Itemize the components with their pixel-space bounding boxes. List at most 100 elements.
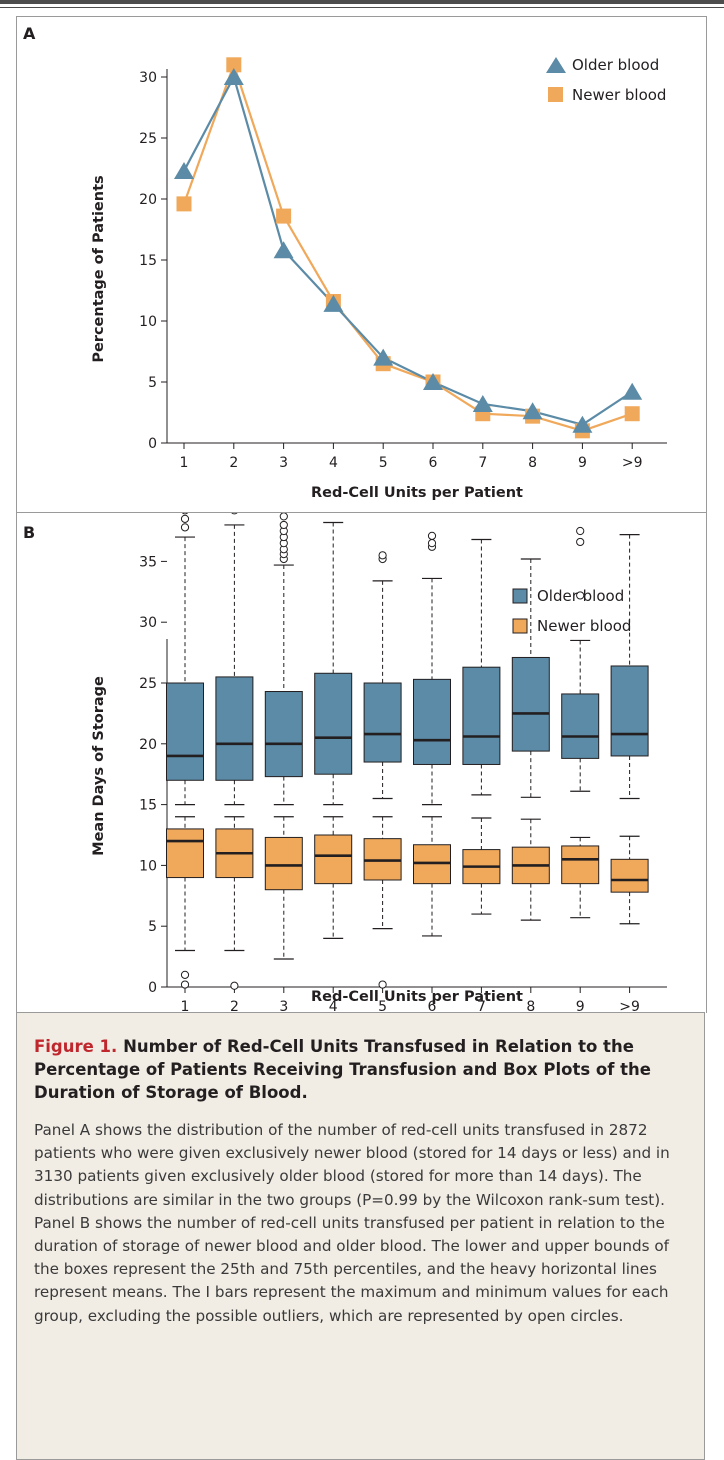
older-outlier xyxy=(181,513,189,515)
x-tick-label: 1 xyxy=(181,999,190,1013)
caption-figure-label: Figure 1. xyxy=(34,1037,118,1056)
legend-newer: Newer blood xyxy=(537,617,631,635)
panel-a-chart: A Percentage of Patients Red-Cell Units … xyxy=(23,24,667,501)
older-outlier xyxy=(427,539,437,548)
y-tick-label: 30 xyxy=(139,615,157,631)
y-tick-label: 20 xyxy=(139,737,157,753)
older-box xyxy=(511,656,550,752)
newer-outlier xyxy=(378,980,387,989)
caption-body: Panel A shows the distribution of the nu… xyxy=(34,1121,670,1325)
legend-older-swatch-icon xyxy=(512,588,528,604)
x-tick-label: >9 xyxy=(619,999,640,1013)
older-outlier xyxy=(576,591,585,600)
older-point xyxy=(472,394,493,412)
y-tick-label: 10 xyxy=(139,858,157,874)
x-tick-label: 7 xyxy=(477,999,486,1013)
newer-outlier xyxy=(180,980,190,989)
older-box xyxy=(561,693,600,759)
older-box xyxy=(215,676,254,781)
panel-b-label: B xyxy=(23,523,35,542)
older-point xyxy=(622,382,643,400)
newer-outlier xyxy=(180,970,190,979)
newer-point xyxy=(624,406,640,422)
y-tick-label: 0 xyxy=(148,436,157,452)
x-tick-label: 3 xyxy=(279,455,288,471)
x-tick-label: 9 xyxy=(578,455,587,471)
y-axis-label: Percentage of Patients xyxy=(91,175,107,362)
y-tick-label: 5 xyxy=(148,919,157,935)
older-box xyxy=(413,678,451,765)
x-tick-label: 6 xyxy=(429,455,438,471)
older-outlier xyxy=(279,513,288,521)
newer-point xyxy=(226,57,242,73)
legend-newer: Newer blood xyxy=(572,86,666,104)
x-tick-label: >9 xyxy=(622,455,643,471)
panel-b-chart: B Mean Days of Storage Red-Cell Units pe… xyxy=(23,513,667,1013)
x-axis-label: Red-Cell Units per Patient xyxy=(311,485,523,501)
y-tick-label: 5 xyxy=(148,375,157,391)
x-tick-label: 4 xyxy=(329,999,338,1013)
older-point xyxy=(423,373,443,390)
x-tick-label: 4 xyxy=(329,455,338,471)
older-box xyxy=(264,691,303,778)
older-outlier xyxy=(279,520,288,530)
figure: A Percentage of Patients Red-Cell Units … xyxy=(16,16,707,1460)
older-outlier xyxy=(180,514,190,523)
y-tick-label: 25 xyxy=(139,131,157,147)
caption-title: Figure 1. Number of Red-Cell Units Trans… xyxy=(34,1035,689,1104)
figure-caption: Figure 1. Number of Red-Cell Units Trans… xyxy=(16,1012,705,1460)
panel-a-label: A xyxy=(23,24,36,43)
series-line-older xyxy=(183,74,633,426)
older-outlier xyxy=(576,537,585,547)
x-tick-label: 6 xyxy=(428,999,437,1013)
x-tick-label: 2 xyxy=(229,455,238,471)
newer-outlier xyxy=(230,981,239,990)
newer-box xyxy=(561,845,600,885)
older-outlier xyxy=(180,523,190,532)
older-outlier xyxy=(576,526,585,536)
legend-newer-swatch-icon xyxy=(512,618,528,634)
older-outlier xyxy=(378,551,387,560)
older-point xyxy=(522,402,543,420)
x-tick-label: 2 xyxy=(230,999,239,1013)
y-tick-label: 15 xyxy=(139,253,157,269)
x-tick-label: 5 xyxy=(378,999,387,1013)
newer-box xyxy=(314,834,353,885)
y-tick-label: 35 xyxy=(139,554,157,570)
y-tick-label: 20 xyxy=(139,192,157,208)
older-box xyxy=(363,682,402,763)
panel-a: A Percentage of Patients Red-Cell Units … xyxy=(16,16,707,513)
x-tick-label: 5 xyxy=(379,455,388,471)
y-tick-label: 15 xyxy=(139,798,157,814)
legend-square-icon xyxy=(548,87,563,102)
older-box xyxy=(610,665,649,757)
older-point xyxy=(323,294,344,312)
y-tick-label: 30 xyxy=(139,70,157,86)
x-tick-label: 9 xyxy=(576,999,585,1013)
older-box xyxy=(462,666,501,765)
older-point xyxy=(223,68,244,85)
x-tick-label: 3 xyxy=(279,999,288,1013)
top-rule-thin xyxy=(0,7,724,8)
legend-triangle-icon xyxy=(546,57,566,73)
older-box xyxy=(166,682,204,781)
x-tick-label: 1 xyxy=(180,455,189,471)
x-tick-label: 8 xyxy=(528,455,537,471)
top-rule xyxy=(0,0,724,4)
newer-point xyxy=(176,196,192,212)
y-tick-label: 0 xyxy=(148,980,157,996)
newer-box xyxy=(166,828,204,879)
x-tick-label: 7 xyxy=(478,455,487,471)
y-axis-label: Mean Days of Storage xyxy=(91,676,107,856)
x-axis-label: Red-Cell Units per Patient xyxy=(311,989,523,1005)
x-tick-label: 8 xyxy=(526,999,535,1013)
older-point xyxy=(174,161,194,179)
caption-title-text: Number of Red-Cell Units Transfused in R… xyxy=(34,1037,651,1102)
older-point xyxy=(572,415,593,433)
older-outlier xyxy=(427,531,437,540)
newer-box xyxy=(610,858,649,893)
y-tick-label: 25 xyxy=(139,676,157,692)
legend-older: Older blood xyxy=(537,587,624,605)
series-line-newer xyxy=(182,61,633,432)
older-outlier xyxy=(231,513,238,515)
